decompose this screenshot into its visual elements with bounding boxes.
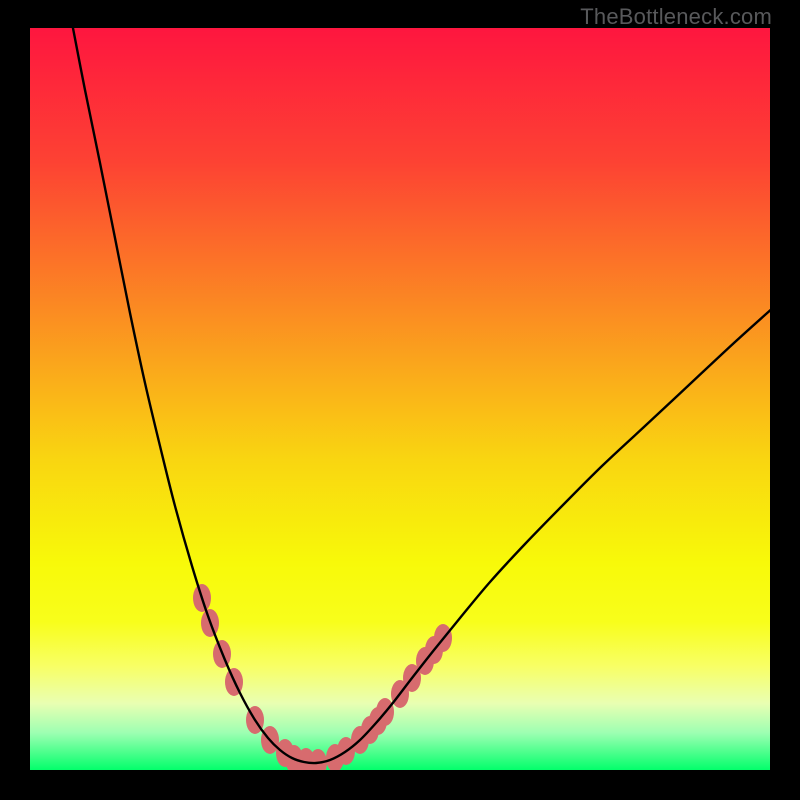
watermark-text: TheBottleneck.com bbox=[580, 4, 772, 30]
chart-svg bbox=[30, 28, 770, 770]
figure-frame: TheBottleneck.com bbox=[0, 0, 800, 800]
gradient-background bbox=[30, 28, 770, 770]
plot-area bbox=[30, 28, 770, 770]
